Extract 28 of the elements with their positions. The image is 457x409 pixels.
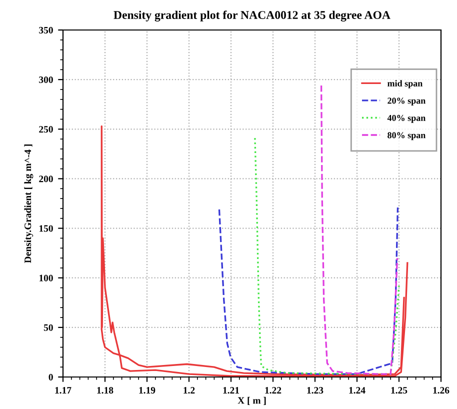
- x-tick-label: 1.17: [55, 387, 72, 394]
- x-tick-label: 1.18: [97, 387, 114, 394]
- x-axis-title: X [ m ]: [238, 396, 266, 405]
- line-series: [254, 137, 400, 375]
- x-tick-label: 1.22: [265, 387, 282, 394]
- x-tick-label: 1.25: [391, 387, 408, 394]
- y-tick-label: 100: [39, 274, 53, 282]
- legend-label: 20% span: [388, 98, 426, 106]
- y-tick-label: 300: [39, 76, 53, 84]
- x-tick-label: 1.23: [307, 387, 324, 394]
- y-tick-label: 250: [39, 126, 53, 133]
- x-tick-label: 1.19: [139, 387, 156, 394]
- y-axis-title: Density.Gradient [ kg m^-4 ]: [24, 144, 34, 263]
- x-tick-label: 1.26: [433, 387, 450, 394]
- line-series: [218, 206, 399, 375]
- legend-label: 80% span: [388, 132, 426, 140]
- y-tick-label: 200: [39, 176, 53, 182]
- y-tick-label: 150: [39, 225, 53, 232]
- y-tick-label: 0: [48, 374, 53, 380]
- x-tick-label: 1.2: [184, 387, 195, 394]
- x-tick-label: 1.21: [223, 387, 240, 394]
- chart-title: Density gradient plot for NACA0012 at 35 degree AOA: [114, 10, 390, 22]
- x-tick-label: 1.24: [349, 387, 366, 394]
- y-tick-label: 350: [39, 26, 53, 34]
- y-tick-label: 50: [44, 324, 53, 331]
- legend-label: mid span: [388, 80, 423, 88]
- line-series: [100, 125, 408, 377]
- legend-label: 40% span: [387, 114, 426, 123]
